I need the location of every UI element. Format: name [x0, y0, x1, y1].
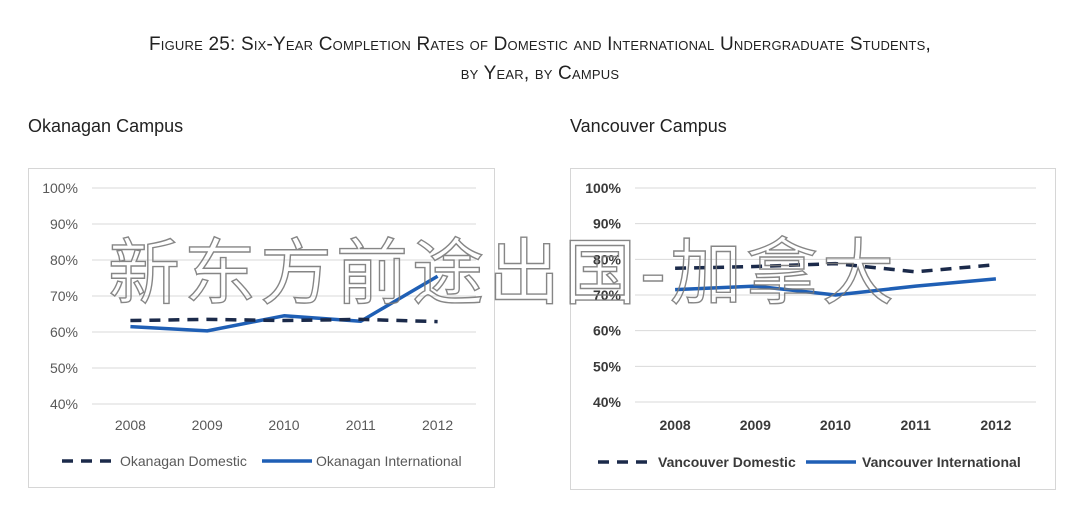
- okanagan-legend-label: Okanagan Domestic: [120, 453, 247, 469]
- vancouver-legend-label: Vancouver Domestic: [658, 454, 796, 470]
- vancouver-x-tick-label: 2008: [660, 417, 691, 433]
- okanagan-chart-title: Okanagan Campus: [28, 116, 184, 136]
- vancouver-y-tick-label: 80%: [593, 251, 622, 267]
- okanagan-series-line-international: [130, 274, 439, 333]
- vancouver-x-tick-label: 2010: [820, 417, 851, 433]
- okanagan-chart: 100% 90% 80% 70% 60% 50% 40% 2008 2009 2010 2011 20…: [42, 180, 476, 469]
- okanagan-y-tick-label: 50%: [50, 360, 78, 376]
- okanagan-y-tick-label: 70%: [50, 288, 78, 304]
- okanagan-y-tick-label: 60%: [50, 324, 78, 340]
- okanagan-chart-frame: [28, 168, 495, 488]
- okanagan-series-line-domestic: [130, 317, 438, 324]
- figure-title-line-2: by Year, by Campus: [460, 63, 620, 84]
- okanagan-y-tick-label: 90%: [50, 216, 78, 232]
- vancouver-chart-title: Vancouver Campus: [570, 116, 727, 136]
- vancouver-y-tick-label: 90%: [593, 216, 622, 232]
- vancouver-series-line-domestic: [675, 261, 997, 274]
- vancouver-y-tick-label: 40%: [593, 394, 622, 410]
- vancouver-y-tick-label: 100%: [585, 180, 621, 196]
- figure-title: Figure 25: Six-Year Completion Rates of …: [0, 30, 1080, 88]
- vancouver-y-tick-label: 60%: [593, 323, 622, 339]
- figure-title-line-1: Figure 25: Six-Year Completion Rates of …: [149, 34, 931, 55]
- okanagan-y-tick-label: 80%: [50, 252, 78, 268]
- okanagan-x-tick-label: 2009: [192, 417, 223, 433]
- vancouver-series-line-international: [675, 277, 997, 297]
- okanagan-y-tick-label: 100%: [42, 180, 78, 196]
- vancouver-y-tick-label: 50%: [593, 358, 622, 374]
- vancouver-x-tick-label: 2009: [740, 417, 771, 433]
- okanagan-x-tick-label: 2012: [422, 417, 453, 433]
- okanagan-x-tick-label: 2010: [268, 417, 299, 433]
- vancouver-y-tick-label: 70%: [593, 287, 622, 303]
- okanagan-x-tick-label: 2011: [346, 417, 376, 433]
- vancouver-x-tick-label: 2012: [980, 417, 1011, 433]
- watermark-text: 新东方前途出国-加拿大: [108, 231, 898, 315]
- vancouver-chart: 100% 90% 80% 70% 60% 50% 40% 2008 2009 2010 2011 20…: [585, 180, 1036, 470]
- vancouver-chart-frame: [570, 168, 1056, 490]
- okanagan-legend-label: Okanagan International: [316, 453, 462, 469]
- okanagan-y-tick-label: 40%: [50, 396, 78, 412]
- vancouver-legend-label: Vancouver International: [862, 454, 1021, 470]
- okanagan-x-tick-label: 2008: [115, 417, 146, 433]
- vancouver-x-tick-label: 2011: [901, 417, 932, 433]
